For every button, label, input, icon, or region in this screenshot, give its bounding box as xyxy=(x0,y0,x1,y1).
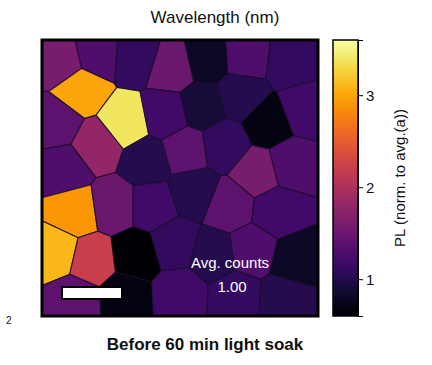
colorbar xyxy=(333,40,358,316)
annotation: 2 xyxy=(6,315,12,326)
grain xyxy=(259,274,318,316)
grain xyxy=(91,172,133,236)
scale-bar xyxy=(62,287,122,299)
grain xyxy=(207,270,262,316)
grain xyxy=(162,126,208,175)
plot-frame xyxy=(42,40,318,316)
colorbar-tick: 2 xyxy=(358,179,374,196)
title: Wavelength (nm) xyxy=(151,8,280,27)
colorbar-tick: 3 xyxy=(358,87,374,104)
colorbar-axis-line xyxy=(359,41,364,317)
annotation: Avg. counts xyxy=(191,254,269,271)
colorbar-axis: 1 2 3 xyxy=(358,41,374,317)
grain xyxy=(152,268,208,316)
grain xyxy=(277,79,318,141)
figure: Wavelength (nm) Avg. counts 1.00 2 1 2 3 PL (no… xyxy=(0,0,432,365)
tick-mark xyxy=(358,95,363,96)
grain xyxy=(184,40,228,84)
map-cells xyxy=(42,40,318,316)
colorbar-label: PL (norm. to avg.(a)) xyxy=(391,109,408,247)
tick-label: 3 xyxy=(366,87,374,104)
tick-mark xyxy=(358,279,363,280)
colorbar-tick: 1 xyxy=(358,271,374,288)
annotation: 1.00 xyxy=(217,278,246,295)
grain xyxy=(226,40,271,79)
tick-label: 2 xyxy=(366,179,374,196)
tick-mark xyxy=(358,187,363,188)
caption: Before 60 min light soak xyxy=(107,335,304,354)
tick-label: 1 xyxy=(366,271,374,288)
